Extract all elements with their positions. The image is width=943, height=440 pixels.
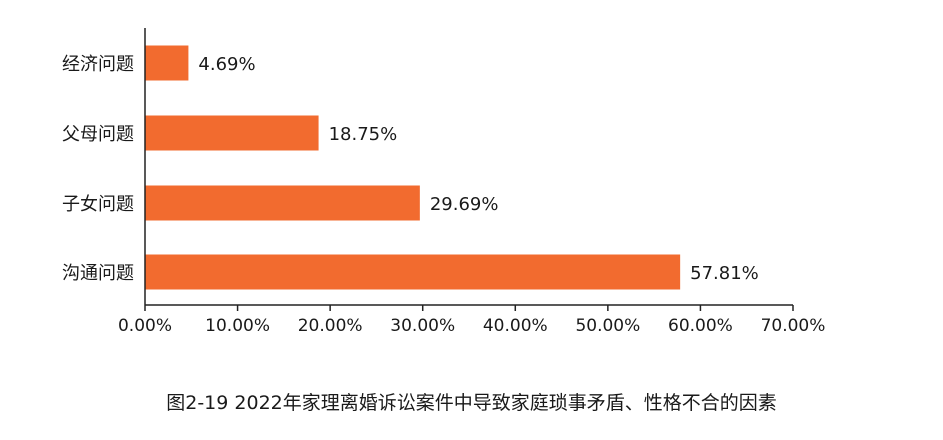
x-tick-label: 0.00%	[118, 316, 172, 336]
bar	[145, 45, 189, 81]
x-tick-label: 60.00%	[668, 316, 733, 336]
bar-value-label: 4.69%	[198, 54, 255, 75]
x-tick-label: 10.00%	[205, 316, 270, 336]
bar-value-label: 29.69%	[430, 194, 499, 215]
x-tick-label: 20.00%	[298, 316, 363, 336]
x-tick-label: 30.00%	[390, 316, 455, 336]
chart-caption: 图2-19 2022年家理离婚诉讼案件中导致家庭琐事矛盾、性格不合的因素	[166, 392, 777, 414]
bar-value-label: 18.75%	[329, 124, 398, 145]
axes-layer: 0.00% 10.00% 20.00% 30.00% 40.00% 50.00% 60.00…	[118, 28, 825, 336]
bar-chart: 4.69% 18.75% 29.69% 57.81% 经济问题父母问题子女问题沟通问题…	[62, 28, 825, 336]
x-tick-label: 40.00%	[483, 316, 548, 336]
bar	[145, 115, 319, 151]
bar	[145, 185, 420, 221]
category-label: 经济问题	[62, 54, 134, 75]
bar-value-label: 57.81%	[690, 263, 759, 284]
category-label: 沟通问题	[62, 263, 134, 284]
category-label: 父母问题	[62, 124, 134, 145]
x-tick-label: 50.00%	[575, 316, 640, 336]
x-tick-label: 70.00%	[761, 316, 826, 336]
category-label: 子女问题	[62, 194, 134, 215]
bars-layer	[145, 45, 681, 290]
bar	[145, 254, 681, 290]
value-labels-layer: 4.69% 18.75% 29.69% 57.81%	[198, 54, 758, 284]
